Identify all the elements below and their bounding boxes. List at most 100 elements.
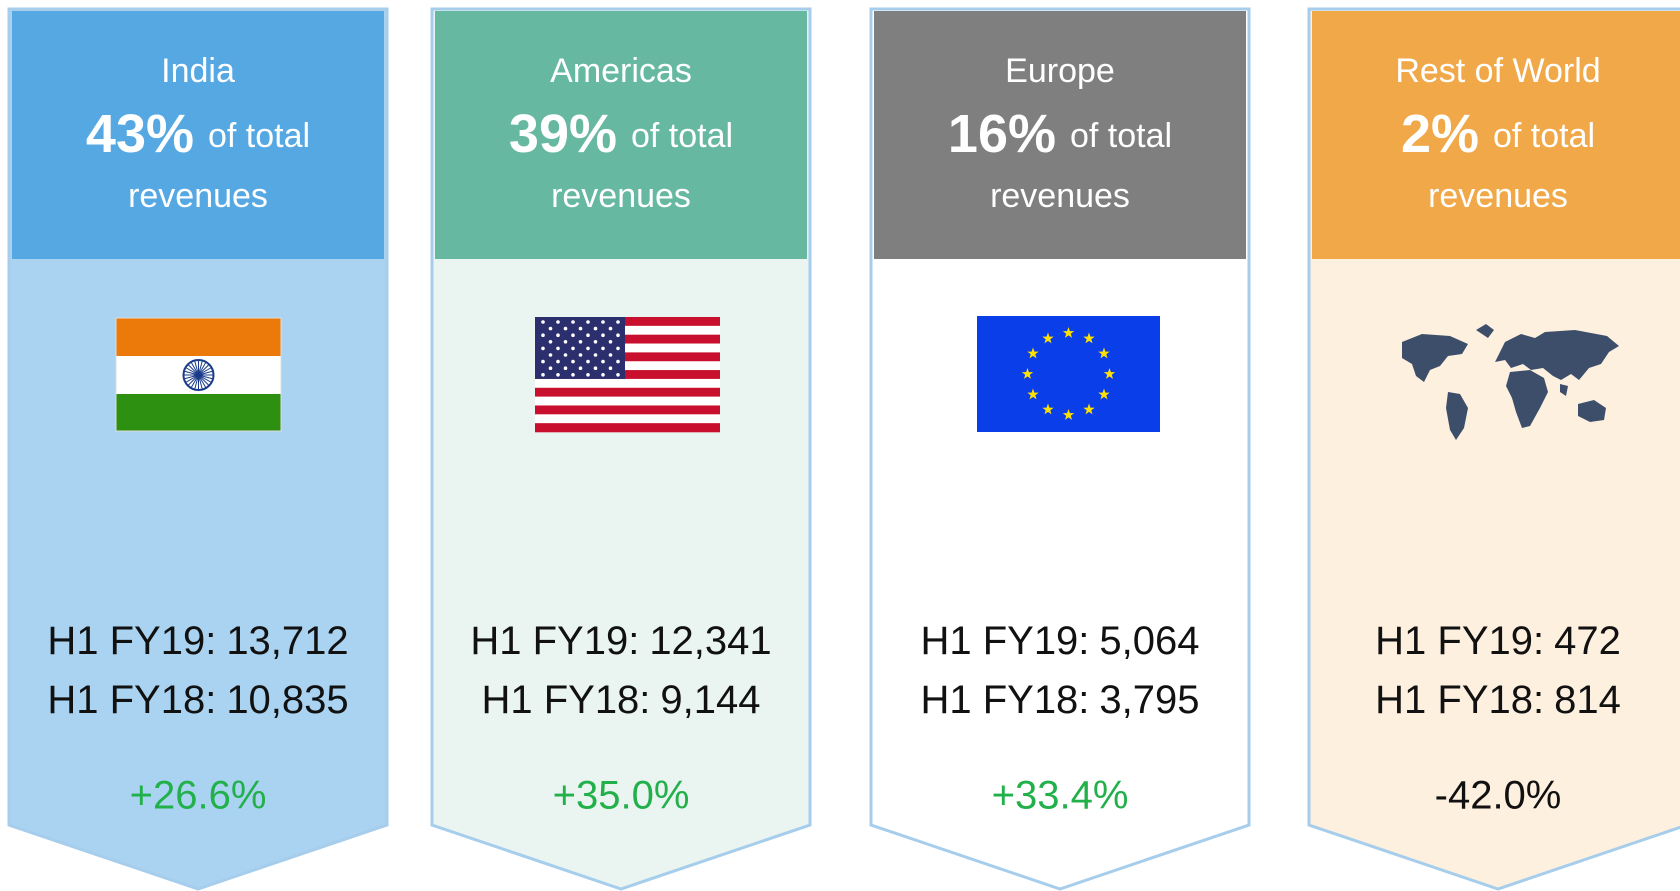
revenue-value: 5,064 xyxy=(1099,619,1199,663)
share-note: revenues xyxy=(551,177,691,215)
flag-star xyxy=(578,340,583,344)
flag-star xyxy=(541,373,545,377)
share-note: revenues xyxy=(128,177,268,215)
flag-star xyxy=(601,333,605,338)
revenue-line: H1 FY19: 472 xyxy=(1375,619,1621,663)
flag-stripe xyxy=(116,318,281,356)
flag-star xyxy=(616,373,620,377)
share-note: of total xyxy=(1493,117,1595,155)
revenue-line: H1 FY18: 10,835 xyxy=(47,678,348,722)
growth: -42.0% xyxy=(1435,774,1562,818)
flag-star xyxy=(1083,332,1095,344)
flag-star xyxy=(571,346,575,351)
flag-stripe xyxy=(535,334,720,344)
flag-star xyxy=(1103,368,1116,379)
revenue-line: H1 FY18: 3,795 xyxy=(920,678,1199,722)
flag-stripe xyxy=(535,414,720,424)
flag-star xyxy=(556,373,560,377)
flag-star xyxy=(608,326,613,331)
revenue-label: H1 FY18: xyxy=(47,678,216,722)
flag-stripe xyxy=(535,370,720,380)
flag-star xyxy=(1098,388,1110,400)
flag-star xyxy=(541,320,545,324)
flag-star xyxy=(548,326,553,331)
world-map xyxy=(1495,330,1619,380)
flag-star xyxy=(601,359,605,364)
flag-stripe xyxy=(535,423,720,433)
revenue-value: 10,835 xyxy=(226,678,348,722)
flag-star xyxy=(556,320,560,324)
flag-star xyxy=(586,373,590,377)
flag-star xyxy=(1083,403,1095,415)
share-note: of total xyxy=(208,117,310,155)
card-header xyxy=(1312,11,1680,259)
flag-star xyxy=(578,326,583,331)
flag-stripe xyxy=(535,405,720,415)
world-map xyxy=(1402,334,1468,382)
revenue-line: H1 FY18: 9,144 xyxy=(481,678,760,722)
flag-star xyxy=(616,346,620,351)
flag-star xyxy=(586,346,590,351)
flag-star xyxy=(563,340,568,344)
region-name: India xyxy=(161,52,235,90)
card-header xyxy=(874,11,1246,259)
flag-spoke xyxy=(183,370,214,380)
flag-star xyxy=(616,359,620,364)
flag-stripe xyxy=(535,396,720,406)
flag-star xyxy=(541,359,545,364)
flag-star xyxy=(616,320,620,324)
flag-stripe xyxy=(535,387,720,397)
flag-star xyxy=(1027,388,1039,400)
revenue-value: 13,712 xyxy=(226,619,348,663)
flag-star xyxy=(593,340,598,344)
revenue-label: H1 FY19: xyxy=(1375,619,1544,663)
flag-star xyxy=(571,373,575,377)
world-map xyxy=(1506,370,1548,428)
flag-star xyxy=(571,333,575,338)
share-line: 43% of total xyxy=(86,104,310,164)
share-note: revenues xyxy=(990,177,1130,215)
flag-star xyxy=(556,346,560,351)
flag-star xyxy=(1062,327,1075,338)
card-header xyxy=(435,11,807,259)
flag-star xyxy=(1098,347,1110,359)
revenue-value: 814 xyxy=(1554,678,1621,722)
flag-star xyxy=(563,366,568,371)
flag-star xyxy=(608,366,613,371)
flag-star xyxy=(608,340,613,344)
revenue-label: H1 FY19: xyxy=(470,619,639,663)
region-name: Europe xyxy=(1005,52,1115,90)
revenue-line: H1 FY18: 814 xyxy=(1375,678,1621,722)
growth: +26.6% xyxy=(130,774,267,818)
revenue-label: H1 FY19: xyxy=(47,619,216,663)
flag-star xyxy=(541,346,545,351)
flag-star xyxy=(571,359,575,364)
flag-star xyxy=(1042,403,1054,415)
flag-star xyxy=(593,353,598,357)
flag-stripe xyxy=(535,325,720,335)
flag-star xyxy=(593,366,598,371)
flag-star xyxy=(548,340,553,344)
share-line: 16% of total xyxy=(948,104,1172,164)
flag-star xyxy=(601,346,605,351)
share-value: 2% xyxy=(1401,104,1479,164)
growth: +33.4% xyxy=(992,774,1129,818)
world-map xyxy=(1578,400,1606,422)
share-line: 39% of total xyxy=(509,104,733,164)
growth: +35.0% xyxy=(553,774,690,818)
flag-star xyxy=(608,353,613,357)
world-map xyxy=(1560,384,1568,396)
share-note: revenues xyxy=(1428,177,1568,215)
flag-star xyxy=(548,366,553,371)
flag-star xyxy=(1062,409,1075,420)
region-name: Rest of World xyxy=(1395,52,1600,90)
flag-star xyxy=(548,353,553,357)
flag-star xyxy=(563,326,568,331)
revenue-value: 3,795 xyxy=(1099,678,1199,722)
revenue-line: H1 FY19: 13,712 xyxy=(47,619,348,663)
flag-stripe xyxy=(535,352,720,362)
revenue-label: H1 FY18: xyxy=(920,678,1089,722)
world-map xyxy=(1446,392,1468,440)
